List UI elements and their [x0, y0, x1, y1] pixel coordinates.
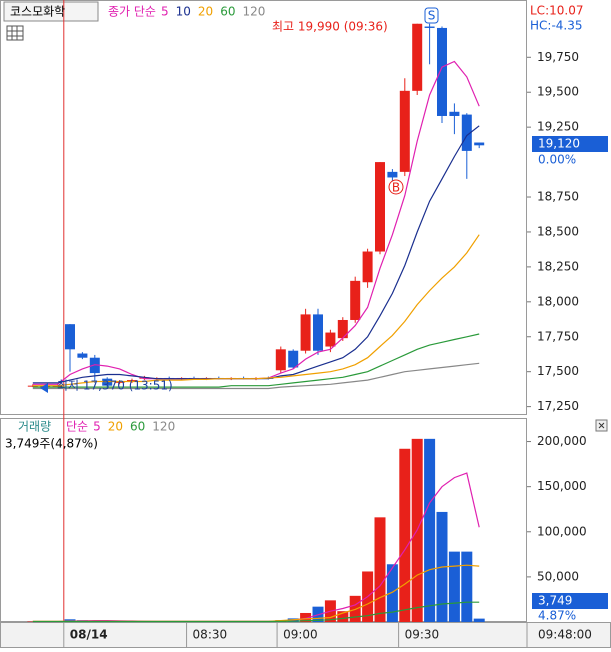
legend-entry: 10 [176, 5, 191, 19]
candle-body [449, 112, 459, 116]
candle-body [77, 354, 87, 358]
y-tick-label: 18,750 [537, 190, 579, 204]
y-tick-label: 19,250 [537, 120, 579, 134]
candle-body [301, 314, 311, 350]
candle-body [325, 333, 335, 347]
candle-body [350, 281, 360, 320]
candle-body [288, 351, 298, 368]
candle-body [412, 24, 422, 91]
candle-body [387, 172, 397, 178]
x-tick-label: 08:30 [193, 628, 228, 642]
candle-body [474, 143, 484, 146]
ratio-label: 4.87% [538, 609, 576, 623]
buy-marker: B [392, 181, 400, 195]
legend-entry: 20 [198, 5, 213, 19]
info-lc: LC:10.07 [530, 4, 583, 18]
legend-entry: 5 [161, 5, 169, 19]
x-tick-label: 08/14 [70, 628, 108, 642]
y-tick-label: 200,000 [537, 434, 587, 448]
annotation-high: 최고 19,990 (09:36) [272, 20, 388, 34]
candle-body [375, 162, 385, 251]
candle-body [400, 91, 410, 172]
candle-body [425, 27, 435, 28]
legend-entry: 60 [220, 5, 235, 19]
volume-bar [424, 439, 435, 622]
legend-entry: 20 [108, 420, 123, 434]
y-tick-label: 18,000 [537, 294, 579, 308]
y-tick-label: 19,500 [537, 85, 579, 99]
change-label: 0.00% [538, 153, 576, 167]
volume-bar [449, 552, 460, 622]
y-tick-label: 17,750 [537, 329, 579, 343]
volume-bar [375, 517, 386, 622]
x-end-label: 09:48:00 [538, 628, 592, 642]
volume-title: 거래량 [18, 420, 51, 434]
legend-entry: 120 [152, 420, 175, 434]
y-tick-label: 18,500 [537, 224, 579, 238]
y-tick-label: 18,250 [537, 259, 579, 273]
x-tick-label: 09:00 [283, 628, 318, 642]
volume-bar [461, 552, 472, 622]
legend-entry: 5 [93, 420, 101, 434]
sell-marker: S [428, 9, 436, 23]
y-tick-label: 100,000 [537, 524, 587, 538]
y-tick-label: 50,000 [537, 569, 579, 583]
legend-prefix: 단순 [66, 420, 88, 434]
volume-box-label: 3,749 [538, 594, 572, 608]
candle-body [363, 252, 373, 283]
legend-entry: 120 [242, 5, 265, 19]
annotation-low: 최저 17,370 (13:51) [57, 379, 173, 393]
candle-body [276, 349, 286, 370]
info-hc: HC:-4.35 [530, 19, 583, 33]
legend-entry: 60 [130, 420, 145, 434]
y-tick-label: 17,500 [537, 364, 579, 378]
volume-bar [399, 449, 410, 622]
candle-body [65, 324, 75, 349]
legend-prefix: 종가 단순 [108, 5, 156, 19]
x-tick-label: 09:30 [405, 628, 440, 642]
candle-body [437, 28, 447, 116]
volume-bar [474, 619, 485, 622]
price-box-label: 19,120 [538, 137, 580, 151]
stock-name: 코스모화학 [10, 5, 65, 19]
y-tick-label: 17,250 [537, 399, 579, 413]
y-tick-label: 19,750 [537, 50, 579, 64]
volume-info: 3,749주(4,87%) [5, 437, 98, 451]
y-tick-label: 150,000 [537, 479, 587, 493]
candle-body [313, 314, 323, 350]
table-icon[interactable] [7, 26, 23, 40]
